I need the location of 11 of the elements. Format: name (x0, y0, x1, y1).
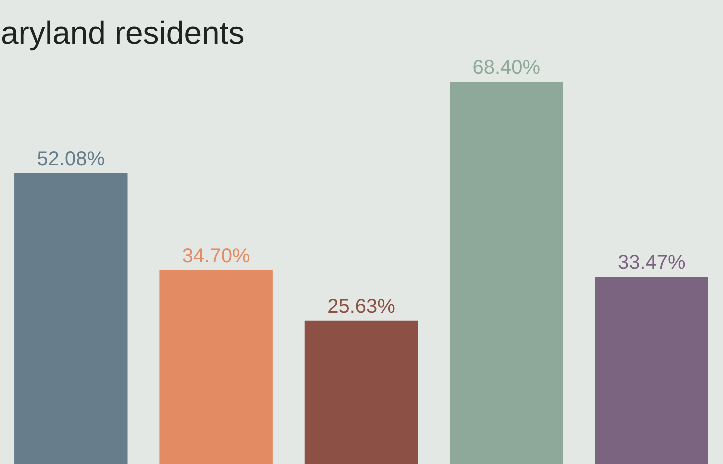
bar (304, 320, 418, 464)
bar (160, 270, 273, 464)
data-label: 52.08% (37, 148, 106, 170)
data-label: 33.47% (618, 252, 686, 274)
bar (595, 277, 708, 464)
chart-title: aryland residents (1, 15, 245, 51)
data-label: 34.70% (182, 245, 250, 268)
data-label: 25.63% (328, 296, 396, 318)
data-label: 68.40% (472, 57, 541, 80)
bar (450, 82, 564, 464)
bar (14, 173, 128, 464)
